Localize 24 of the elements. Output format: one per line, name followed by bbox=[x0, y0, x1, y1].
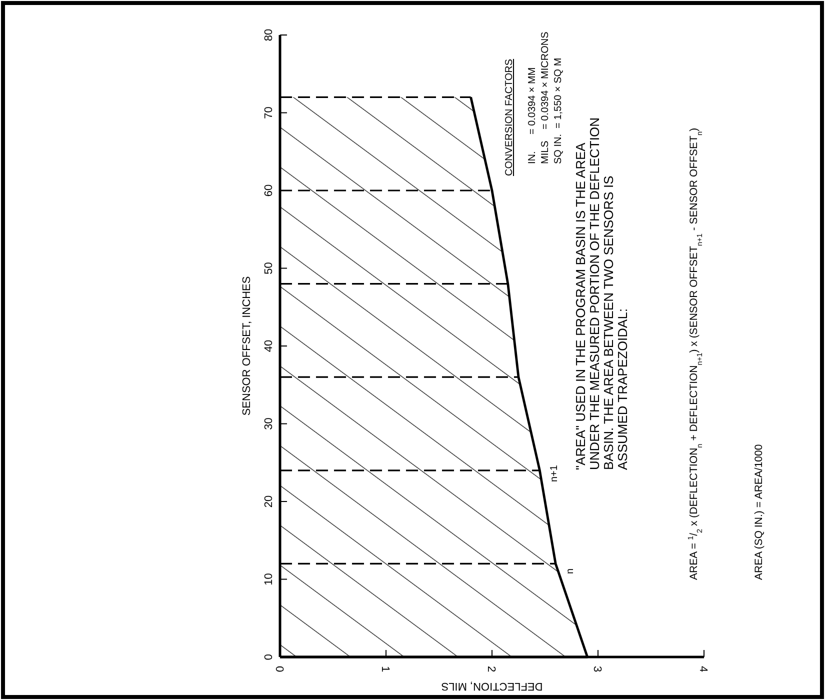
text: AREA (SQ IN.) = AREA/1000 bbox=[753, 444, 765, 580]
y-axis-title: SENSOR OFFSET, INCHES bbox=[240, 276, 253, 416]
annotation: n+1 bbox=[549, 464, 560, 482]
annotation: MILS = 0.0394 × MICRONS bbox=[540, 31, 551, 164]
x-tick-label: 1 bbox=[379, 666, 392, 672]
annotation: SQ IN. = 1,550 × SQ M bbox=[553, 58, 564, 164]
y-tick-label: 50 bbox=[262, 262, 275, 274]
y-tick-label: 70 bbox=[262, 106, 275, 119]
annotation: n bbox=[565, 568, 576, 574]
annotation: IN. = 0.0394 × MM bbox=[527, 67, 538, 164]
y-tick-label: 20 bbox=[262, 495, 275, 508]
x-tick-label: 4 bbox=[697, 666, 710, 672]
y-tick-label: 10 bbox=[262, 573, 275, 586]
x-tick-label: 0 bbox=[273, 666, 286, 672]
y-tick-label: 0 bbox=[262, 654, 275, 660]
y-tick-label: 60 bbox=[262, 184, 275, 197]
annotation: "AREA" USED IN THE PROGRAM BASIN IS THE AREA UNDER THE MEASURED PORTION OF THE DEFLECTION BASIN. THE AREA BETWEEN TWO SENSORS IS ASSUMED TRAPEZOIDAL: bbox=[573, 118, 630, 470]
annotation: CONVERSION FACTORS bbox=[504, 58, 515, 176]
x-axis-title: DEFLECTION, MILS bbox=[441, 680, 543, 692]
y-tick-label: 80 bbox=[262, 28, 275, 42]
x-tick-label: 3 bbox=[591, 666, 604, 672]
y-tick-label: 30 bbox=[262, 418, 275, 430]
x-tick-label: 2 bbox=[485, 666, 498, 672]
y-tick-label: 40 bbox=[262, 340, 275, 352]
